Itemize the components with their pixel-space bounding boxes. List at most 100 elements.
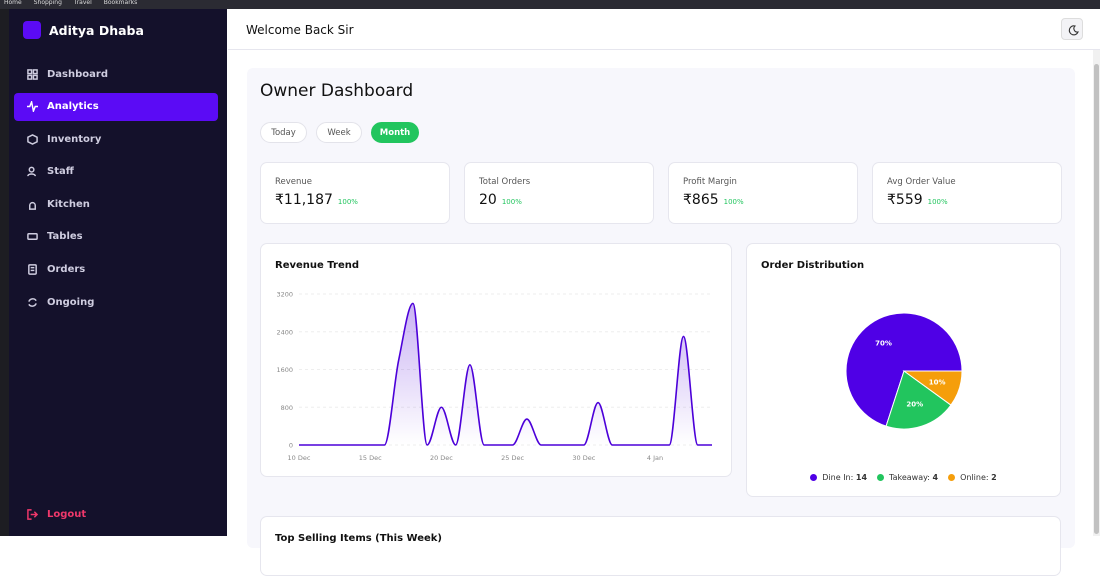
slice-label: 70%: [875, 339, 892, 347]
stat-label: Avg Order Value: [887, 177, 956, 187]
stat-change: 100%: [723, 198, 744, 206]
menu-item[interactable]: Ongoing: [14, 288, 218, 316]
y-tick-label: 3200: [276, 291, 293, 299]
period-button[interactable]: Today: [260, 122, 307, 143]
stat-value: ₹865: [683, 192, 719, 208]
header-title: Welcome Back Sir: [246, 23, 354, 37]
stat-value-row: ₹11,187 100%: [275, 192, 358, 208]
menu-label: Analytics: [47, 101, 99, 113]
menu-label: Orders: [47, 264, 86, 276]
x-tick-label: 30 Dec: [572, 454, 595, 462]
menu: Dashboard Analytics Inventory Staff Kitc…: [14, 60, 218, 321]
period-button[interactable]: Month: [371, 122, 419, 143]
stat-card: Total Orders 20 100%: [464, 162, 654, 224]
stat-card: Profit Margin ₹865 100%: [668, 162, 858, 224]
legend-label: Online:: [960, 473, 989, 482]
dashboard-title: Owner Dashboard: [260, 81, 414, 101]
bookmarks-bar: Home Shopping Travel Bookmarks: [0, 0, 1100, 9]
menu-label: Staff: [47, 166, 74, 178]
pie-slice: [902, 370, 963, 406]
card-title: Top Selling Items (This Week): [275, 533, 442, 544]
stat-value: 20: [479, 192, 497, 208]
chart-title: Revenue Trend: [275, 260, 359, 271]
dashboard: Owner Dashboard Today Week Month Revenue…: [247, 68, 1075, 576]
menu-item[interactable]: Orders: [14, 256, 218, 284]
stat-label: Profit Margin: [683, 177, 737, 187]
legend-item: Dine In: 14: [810, 473, 867, 482]
y-tick-label: 800: [281, 404, 293, 412]
brand: Aditya Dhaba: [23, 21, 144, 39]
line-card: Revenue Trend 0 800 1600 2400 3200 10 Dec 15 D…: [260, 243, 732, 477]
brand-name: Aditya Dhaba: [49, 22, 144, 38]
bookmark[interactable]: Home: [4, 0, 22, 6]
stat-card: Revenue ₹11,187 100%: [260, 162, 450, 224]
menu-item[interactable]: Dashboard: [14, 60, 218, 88]
legend-swatch: [877, 474, 885, 481]
pie-slice: [845, 312, 963, 427]
stat-value-row: 20 100%: [479, 192, 522, 208]
theme-toggle[interactable]: [1061, 18, 1083, 40]
legend-item: Online: 2: [948, 473, 997, 482]
scrollbar[interactable]: [1093, 50, 1100, 536]
top-items-card: Top Selling Items (This Week): [260, 516, 1061, 576]
stat-label: Total Orders: [479, 177, 531, 187]
menu-label: Tables: [47, 231, 83, 243]
menu-item[interactable]: Inventory: [14, 125, 218, 153]
menu-label: Dashboard: [47, 68, 108, 80]
y-tick-label: 2400: [276, 328, 293, 336]
bookmark[interactable]: Travel: [73, 0, 92, 6]
stat-label: Revenue: [275, 177, 313, 187]
stat-value-row: ₹559 100%: [887, 192, 948, 208]
period-button[interactable]: Week: [316, 122, 362, 143]
browser-strip: [0, 9, 9, 536]
logout[interactable]: Logout: [27, 509, 86, 520]
area: [299, 303, 712, 445]
legend-swatch: [810, 474, 818, 481]
y-tick-label: 0: [289, 442, 293, 450]
header: Welcome Back Sir: [228, 9, 1100, 50]
x-tick-label: 25 Dec: [501, 454, 524, 462]
stat-change: 100%: [501, 198, 522, 206]
menu-label: Ongoing: [47, 296, 95, 308]
line-chart: 0 800 1600 2400 3200 10 Dec 15 Dec 20 Dec 25 Dec…: [276, 291, 712, 462]
legend-item: Takeaway: 4: [877, 473, 938, 482]
logo: [23, 21, 41, 39]
menu-label: Inventory: [47, 133, 102, 145]
line: [299, 302, 712, 446]
legend-count: 4: [932, 473, 939, 482]
menu-item[interactable]: Tables: [14, 223, 218, 251]
sidebar: Aditya Dhaba Dashboard Analytics Invento…: [9, 9, 227, 536]
legend: Dine In: 14 Takeaway: 4 Online: 2: [747, 473, 1060, 482]
x-tick-label: 4 Jan: [647, 454, 663, 462]
logout-label: Logout: [47, 509, 87, 520]
menu-label: Kitchen: [47, 198, 90, 210]
stat-value-row: ₹865 100%: [683, 192, 744, 208]
legend-label: Takeaway:: [889, 473, 930, 482]
x-tick-label: 15 Dec: [359, 454, 382, 462]
bookmark[interactable]: Shopping: [33, 0, 62, 6]
menu-item[interactable]: Kitchen: [14, 190, 218, 218]
legend-count: 14: [855, 473, 868, 482]
pie-chart: 70% 20% 10%: [845, 312, 963, 430]
legend-swatch: [948, 474, 956, 481]
chart-title: Order Distribution: [761, 260, 865, 271]
x-tick-label: 20 Dec: [430, 454, 453, 462]
pie-slice: [885, 370, 952, 430]
stat-change: 100%: [337, 198, 358, 206]
x-tick-label: 10 Dec: [288, 454, 311, 462]
scroll-thumb[interactable]: [1094, 64, 1099, 534]
pie-card: Order Distribution 70% 20% 10% Dine In: 14…: [746, 243, 1061, 497]
stat-card: Avg Order Value ₹559 100%: [872, 162, 1062, 224]
menu-item[interactable]: Staff: [14, 158, 218, 186]
slice-label: 20%: [906, 401, 923, 409]
menu-item[interactable]: Analytics: [14, 92, 218, 121]
legend-label: Dine In:: [822, 473, 854, 482]
legend-count: 2: [991, 473, 997, 482]
slice-label: 10%: [929, 378, 946, 386]
stat-value: ₹559: [887, 192, 923, 208]
stat-value: ₹11,187: [275, 192, 333, 208]
stat-change: 100%: [927, 198, 948, 206]
y-tick-label: 1600: [276, 366, 293, 374]
bookmark[interactable]: Bookmarks: [103, 0, 138, 6]
